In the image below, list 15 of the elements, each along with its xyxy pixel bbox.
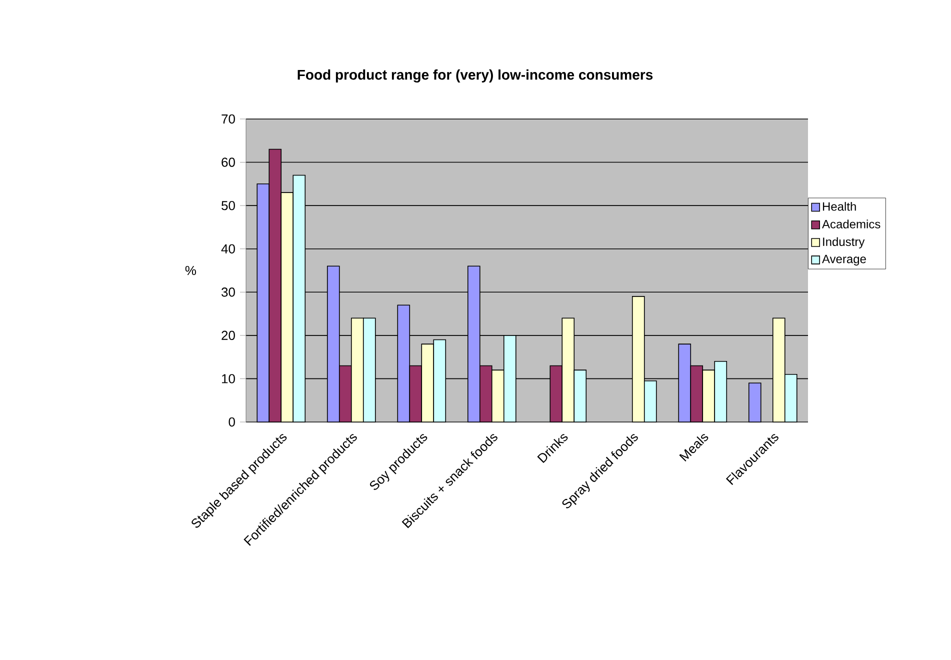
legend-label: Average bbox=[822, 254, 866, 266]
y-axis-title: % bbox=[185, 266, 196, 276]
y-tick-label: 60 bbox=[222, 158, 235, 167]
y-tick-label: 30 bbox=[222, 288, 235, 297]
chart-title: Food product range for (very) low-income consumers bbox=[298, 69, 653, 83]
y-tick-label: 0 bbox=[228, 417, 235, 427]
y-tick-label: 20 bbox=[222, 330, 235, 340]
y-tick-label: 10 bbox=[222, 374, 235, 384]
legend-label: Health bbox=[822, 202, 856, 211]
y-tick-label: 70 bbox=[222, 114, 235, 124]
y-tick-label: 40 bbox=[221, 244, 235, 254]
legend-label: Academics bbox=[822, 220, 880, 228]
legend-label: Industry bbox=[823, 237, 865, 248]
bar bbox=[748, 382, 762, 422]
y-tick-label: 50 bbox=[222, 200, 235, 210]
